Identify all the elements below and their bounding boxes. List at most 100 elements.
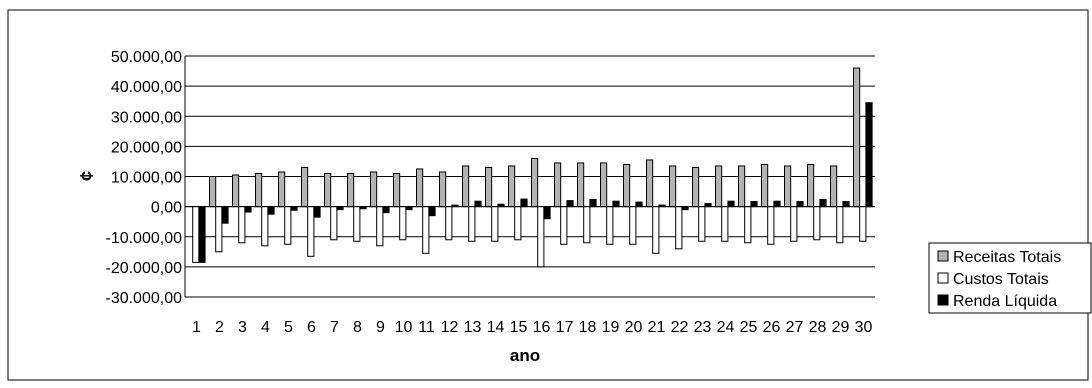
x-tick-label: 22 <box>671 319 689 336</box>
bar-custos-totais-11 <box>422 206 430 254</box>
bar-renda-l-quida-24 <box>727 200 735 208</box>
legend-label: Custos Totais <box>953 271 1049 288</box>
bar-custos-totais-19 <box>606 206 614 245</box>
x-tick-label: 20 <box>625 319 643 336</box>
bar-receitas-totais-8 <box>347 172 355 208</box>
legend-swatch <box>937 272 949 284</box>
bar-receitas-totais-15 <box>508 165 516 208</box>
bar-receitas-totais-26 <box>761 163 769 208</box>
x-tick-label: 23 <box>694 319 712 336</box>
x-tick-label: 25 <box>740 319 758 336</box>
x-tick-label: 7 <box>330 319 339 336</box>
bar-custos-totais-24 <box>721 206 729 242</box>
bar-custos-totais-5 <box>284 206 292 245</box>
bar-renda-l-quida-9 <box>382 206 390 214</box>
legend-label: Receitas Totais <box>953 249 1061 266</box>
bar-custos-totais-8 <box>353 206 361 242</box>
y-tick-label: 40.000,00 <box>111 79 182 96</box>
bar-custos-totais-10 <box>399 206 407 241</box>
bar-custos-totais-1 <box>192 206 200 263</box>
chart-border <box>7 9 1089 381</box>
bar-renda-l-quida-19 <box>612 200 620 208</box>
x-tick-label: 4 <box>261 319 270 336</box>
bar-receitas-totais-7 <box>324 172 332 208</box>
bar-receitas-totais-16 <box>531 157 539 208</box>
bar-custos-totais-12 <box>445 206 453 241</box>
bar-custos-totais-26 <box>767 206 775 245</box>
x-tick-label: 8 <box>353 319 362 336</box>
bar-custos-totais-14 <box>491 206 499 242</box>
x-tick-label: 10 <box>395 319 413 336</box>
x-tick-label: 1 <box>192 319 201 336</box>
x-tick-label: 24 <box>717 319 735 336</box>
x-tick-label: 29 <box>832 319 850 336</box>
legend-label: Renda Líquida <box>953 293 1057 310</box>
y-tick-label: -10.000,00 <box>105 230 182 247</box>
bar-renda-l-quida-2 <box>221 206 229 224</box>
legend-swatch <box>937 250 949 262</box>
bar-renda-l-quida-4 <box>267 206 275 215</box>
bar-receitas-totais-11 <box>416 168 424 208</box>
bar-renda-l-quida-15 <box>520 198 528 208</box>
bar-receitas-totais-12 <box>439 171 447 208</box>
bar-renda-l-quida-16 <box>543 206 551 220</box>
bar-receitas-totais-25 <box>738 165 746 208</box>
bar-receitas-totais-13 <box>462 165 470 208</box>
bar-receitas-totais-24 <box>715 165 723 208</box>
bar-custos-totais-16 <box>537 206 545 268</box>
bar-receitas-totais-20 <box>623 163 631 208</box>
bar-receitas-totais-23 <box>692 166 700 208</box>
bar-receitas-totais-4 <box>255 172 263 208</box>
x-tick-label: 28 <box>809 319 827 336</box>
bar-renda-l-quida-29 <box>842 201 850 208</box>
x-tick-label: 18 <box>579 319 597 336</box>
bar-renda-l-quida-13 <box>474 200 482 208</box>
bar-custos-totais-23 <box>698 206 706 242</box>
bar-custos-totais-2 <box>215 206 223 253</box>
bar-receitas-totais-30 <box>853 67 861 208</box>
bar-custos-totais-20 <box>629 206 637 245</box>
bar-receitas-totais-28 <box>807 163 815 208</box>
x-tick-label: 17 <box>556 319 574 336</box>
x-tick-label: 12 <box>441 319 459 336</box>
bar-custos-totais-9 <box>376 206 384 247</box>
legend-box <box>928 242 1092 314</box>
bar-custos-totais-29 <box>836 206 844 244</box>
bar-custos-totais-28 <box>813 206 821 241</box>
bar-receitas-totais-21 <box>646 159 654 208</box>
bar-custos-totais-17 <box>560 206 568 245</box>
y-tick-label: 50.000,00 <box>111 49 182 66</box>
x-tick-label: 5 <box>284 319 293 336</box>
legend: Receitas Totais Custos Totais Renda Líquid… <box>928 242 1092 314</box>
x-tick-label: 2 <box>215 319 224 336</box>
x-axis-label: ano <box>510 346 540 365</box>
x-tick-label: 16 <box>533 319 551 336</box>
bar-receitas-totais-14 <box>485 166 493 208</box>
x-tick-label: 19 <box>602 319 620 336</box>
x-tick-label: 27 <box>786 319 804 336</box>
bar-custos-totais-6 <box>307 206 315 257</box>
bar-receitas-totais-2 <box>209 176 217 208</box>
bar-custos-totais-27 <box>790 206 798 242</box>
bar-renda-l-quida-26 <box>773 200 781 208</box>
y-tick-label: 30.000,00 <box>111 109 182 126</box>
bar-renda-l-quida-5 <box>290 206 298 211</box>
bar-renda-l-quida-1 <box>198 206 206 263</box>
bar-renda-l-quida-30 <box>865 102 873 208</box>
bar-custos-totais-21 <box>652 206 660 254</box>
bar-custos-totais-30 <box>859 206 867 242</box>
bar-receitas-totais-10 <box>393 172 401 208</box>
bar-renda-l-quida-11 <box>428 206 436 217</box>
bar-renda-l-quida-17 <box>566 200 574 208</box>
x-tick-label: 14 <box>487 319 505 336</box>
bar-receitas-totais-27 <box>784 165 792 208</box>
bar-custos-totais-3 <box>238 206 246 244</box>
bar-custos-totais-25 <box>744 206 752 244</box>
legend-swatch <box>937 294 949 306</box>
bar-custos-totais-15 <box>514 206 522 241</box>
bar-renda-l-quida-6 <box>313 206 321 218</box>
bar-receitas-totais-3 <box>232 174 240 208</box>
bar-custos-totais-13 <box>468 206 476 242</box>
bar-receitas-totais-6 <box>301 166 309 208</box>
